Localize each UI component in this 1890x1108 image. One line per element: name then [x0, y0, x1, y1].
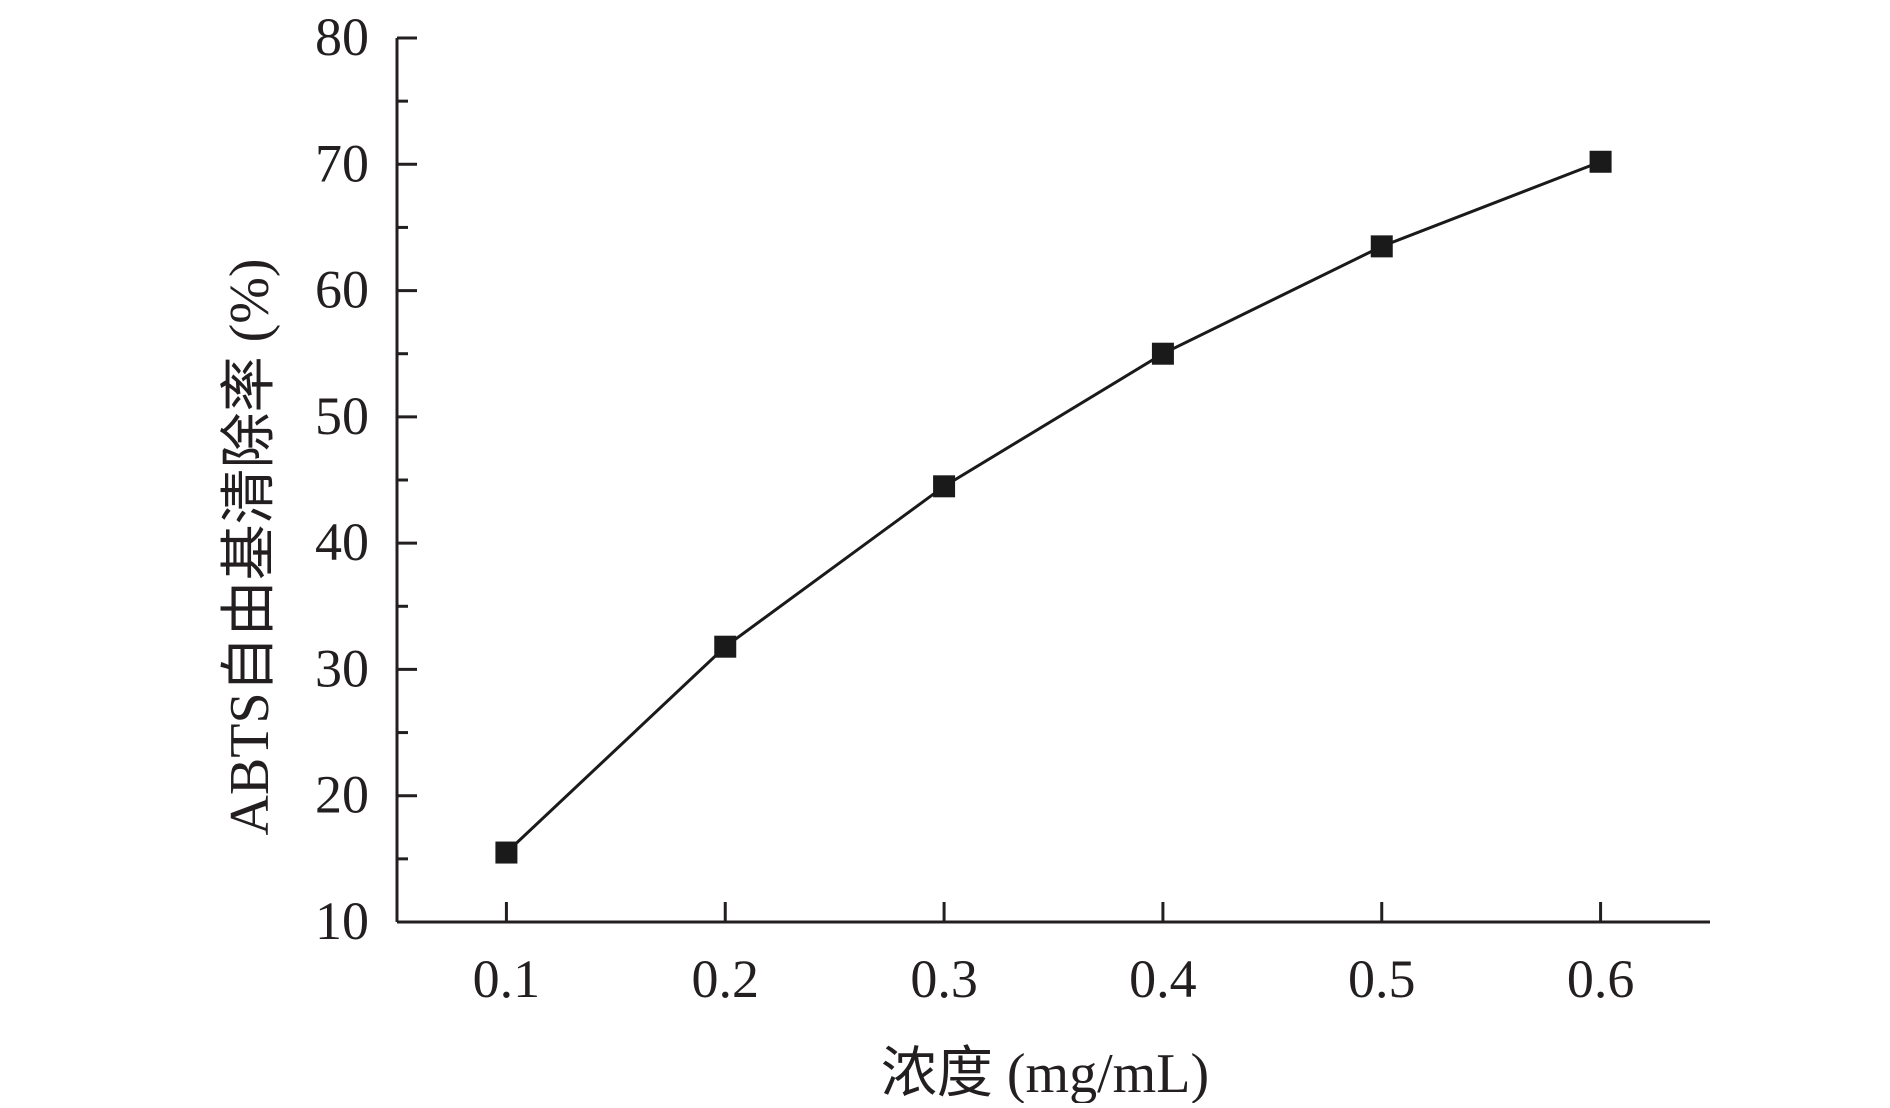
x-tick-label: 0.2 — [692, 949, 760, 1009]
x-tick-label: 0.1 — [473, 949, 541, 1009]
y-tick-label: 10 — [315, 891, 369, 951]
series-line — [505, 160, 1602, 854]
x-tick-label: 0.6 — [1567, 949, 1635, 1009]
y-axis-title: ABTS自由基清除率 (%) — [219, 258, 281, 835]
x-tick-label: 0.3 — [910, 949, 978, 1009]
y-tick-label: 60 — [315, 260, 369, 320]
data-point-marker — [1151, 342, 1174, 365]
y-tick-label: 30 — [315, 638, 369, 698]
data-point-marker — [714, 635, 737, 658]
y-tick-label: 70 — [315, 133, 369, 193]
x-axis-title: 浓度 (mg/mL) — [881, 1043, 1209, 1103]
x-tick-label: 0.4 — [1129, 949, 1197, 1009]
data-point-marker — [933, 475, 956, 498]
y-tick-label: 50 — [315, 386, 369, 446]
y-tick-label: 40 — [315, 512, 369, 572]
data-point-marker — [1589, 150, 1612, 173]
x-tick-label: 0.5 — [1348, 949, 1416, 1009]
data-series — [495, 150, 1612, 864]
y-tick-label: 20 — [315, 765, 369, 825]
axis-ticks: 10 20 30 40 50 60 70 80 0.1 0.2 0.3 0.4 0.5 0.6 — [315, 7, 1634, 1009]
y-tick-label: 80 — [315, 7, 369, 67]
data-point-marker — [495, 841, 518, 864]
axes — [395, 38, 1710, 924]
data-point-marker — [1370, 235, 1393, 258]
